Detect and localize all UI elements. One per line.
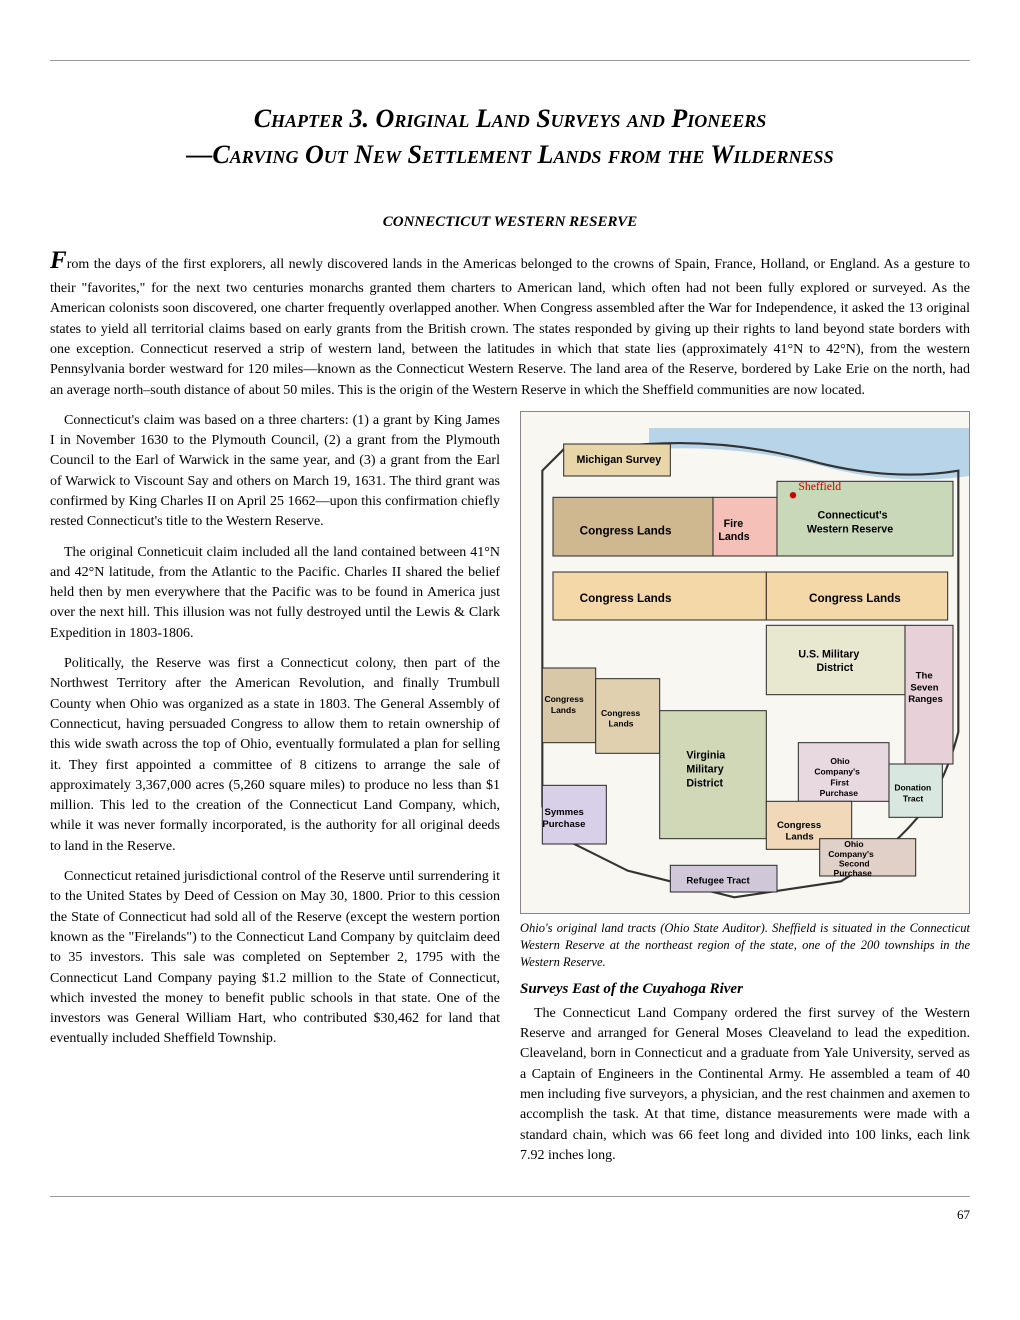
- paragraph-3: The original Conneticuit claim included …: [50, 543, 500, 644]
- paragraph-5: Connecticut retained jurisdictional cont…: [50, 867, 500, 1050]
- svg-text:Lands: Lands: [786, 832, 814, 843]
- chapter-title-line1: Chapter 3. Original Land Surveys and Pio…: [254, 104, 767, 133]
- intro-paragraph: From the days of the first explorers, al…: [50, 243, 970, 401]
- svg-text:Congress Lands: Congress Lands: [580, 524, 672, 537]
- svg-text:Lands: Lands: [718, 531, 749, 543]
- svg-text:Western Reserve: Western Reserve: [807, 523, 893, 535]
- svg-text:District: District: [816, 662, 853, 674]
- svg-text:U.S. Military: U.S. Military: [798, 648, 859, 660]
- svg-text:First: First: [830, 777, 849, 787]
- paragraph-4: Politically, the Reserve was first a Con…: [50, 654, 500, 857]
- right-column: Sheffield Michigan Survey Congress Lands…: [520, 411, 970, 1176]
- bottom-rule: [50, 1196, 970, 1197]
- svg-text:Lands: Lands: [608, 718, 633, 728]
- sheffield-map-label: Sheffield: [798, 480, 841, 493]
- paragraph-6: The Connecticut Land Company ordered the…: [520, 1004, 970, 1166]
- svg-text:Connecticut's: Connecticut's: [818, 509, 888, 521]
- svg-text:Ohio: Ohio: [844, 839, 863, 849]
- svg-text:Congress: Congress: [544, 694, 584, 704]
- ohio-map-figure: Sheffield Michigan Survey Congress Lands…: [520, 411, 970, 914]
- svg-text:Purchase: Purchase: [542, 819, 585, 830]
- svg-text:Tract: Tract: [903, 793, 924, 803]
- left-column: Connecticut's claim was based on a three…: [50, 411, 500, 1176]
- paragraph-2: Connecticut's claim was based on a three…: [50, 411, 500, 533]
- drop-cap: F: [50, 247, 67, 274]
- subsection-heading: Surveys East of the Cuyahoga River: [520, 981, 970, 998]
- svg-text:Lands: Lands: [551, 705, 576, 715]
- two-column-layout: Connecticut's claim was based on a three…: [50, 411, 970, 1176]
- svg-text:District: District: [686, 777, 723, 789]
- chapter-title-line2: —Carving Out New Settlement Lands from t…: [186, 140, 833, 169]
- svg-text:Virginia: Virginia: [686, 749, 725, 761]
- section-heading: CONNECTICUT WESTERN RESERVE: [50, 214, 970, 231]
- svg-text:Refugee Tract: Refugee Tract: [686, 875, 750, 886]
- svg-text:Congress Lands: Congress Lands: [809, 592, 901, 605]
- svg-text:The: The: [916, 670, 933, 681]
- svg-text:Congress: Congress: [601, 708, 641, 718]
- chapter-title: Chapter 3. Original Land Surveys and Pio…: [50, 101, 970, 174]
- svg-text:Company's: Company's: [814, 766, 860, 776]
- svg-text:Seven: Seven: [910, 682, 938, 693]
- top-rule: [50, 60, 970, 61]
- svg-text:Ohio: Ohio: [830, 756, 849, 766]
- svg-text:Donation: Donation: [894, 782, 931, 792]
- page-number: 67: [50, 1207, 970, 1223]
- svg-text:Company's: Company's: [828, 849, 874, 859]
- svg-text:Purchase: Purchase: [820, 788, 859, 798]
- svg-text:Second: Second: [839, 858, 870, 868]
- svg-text:Congress Lands: Congress Lands: [580, 592, 672, 605]
- ohio-map-svg: Sheffield Michigan Survey Congress Lands…: [521, 412, 969, 913]
- intro-text: rom the days of the first explorers, all…: [50, 257, 970, 398]
- svg-text:Symmes: Symmes: [544, 807, 583, 818]
- svg-text:Purchase: Purchase: [834, 868, 873, 878]
- svg-text:Michigan Survey: Michigan Survey: [576, 454, 661, 466]
- svg-text:Fire: Fire: [724, 518, 744, 530]
- svg-text:Military: Military: [686, 763, 723, 775]
- figure-caption: Ohio's original land tracts (Ohio State …: [520, 920, 970, 971]
- svg-text:Congress: Congress: [777, 820, 821, 831]
- svg-text:Ranges: Ranges: [908, 694, 943, 705]
